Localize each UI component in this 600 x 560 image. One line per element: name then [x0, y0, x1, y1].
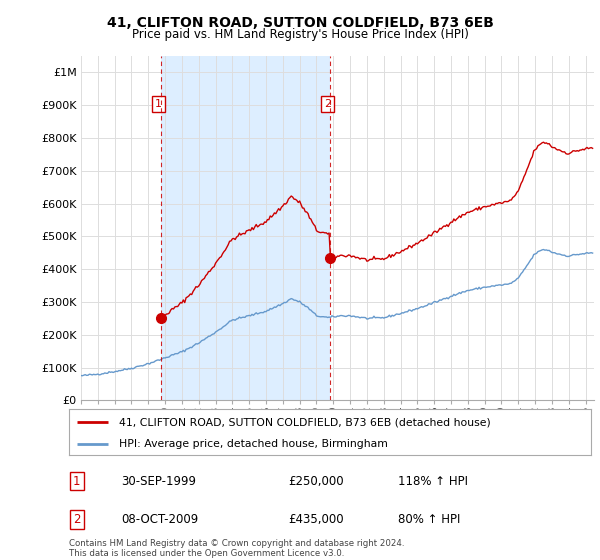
- Text: 41, CLIFTON ROAD, SUTTON COLDFIELD, B73 6EB (detached house): 41, CLIFTON ROAD, SUTTON COLDFIELD, B73 …: [119, 417, 490, 427]
- Text: Contains HM Land Registry data © Crown copyright and database right 2024.
This d: Contains HM Land Registry data © Crown c…: [69, 539, 404, 558]
- Text: 118% ↑ HPI: 118% ↑ HPI: [398, 474, 468, 488]
- Text: 30-SEP-1999: 30-SEP-1999: [121, 474, 196, 488]
- Text: 1: 1: [155, 99, 162, 109]
- Text: HPI: Average price, detached house, Birmingham: HPI: Average price, detached house, Birm…: [119, 439, 388, 449]
- Text: £250,000: £250,000: [288, 474, 344, 488]
- Text: 80% ↑ HPI: 80% ↑ HPI: [398, 512, 460, 526]
- Text: 1: 1: [73, 474, 80, 488]
- Text: 2: 2: [323, 99, 331, 109]
- Bar: [161, 56, 330, 400]
- Text: 08-OCT-2009: 08-OCT-2009: [121, 512, 199, 526]
- Text: Price paid vs. HM Land Registry's House Price Index (HPI): Price paid vs. HM Land Registry's House …: [131, 28, 469, 41]
- Text: £435,000: £435,000: [288, 512, 344, 526]
- Text: 2: 2: [73, 512, 80, 526]
- Text: 41, CLIFTON ROAD, SUTTON COLDFIELD, B73 6EB: 41, CLIFTON ROAD, SUTTON COLDFIELD, B73 …: [107, 16, 493, 30]
